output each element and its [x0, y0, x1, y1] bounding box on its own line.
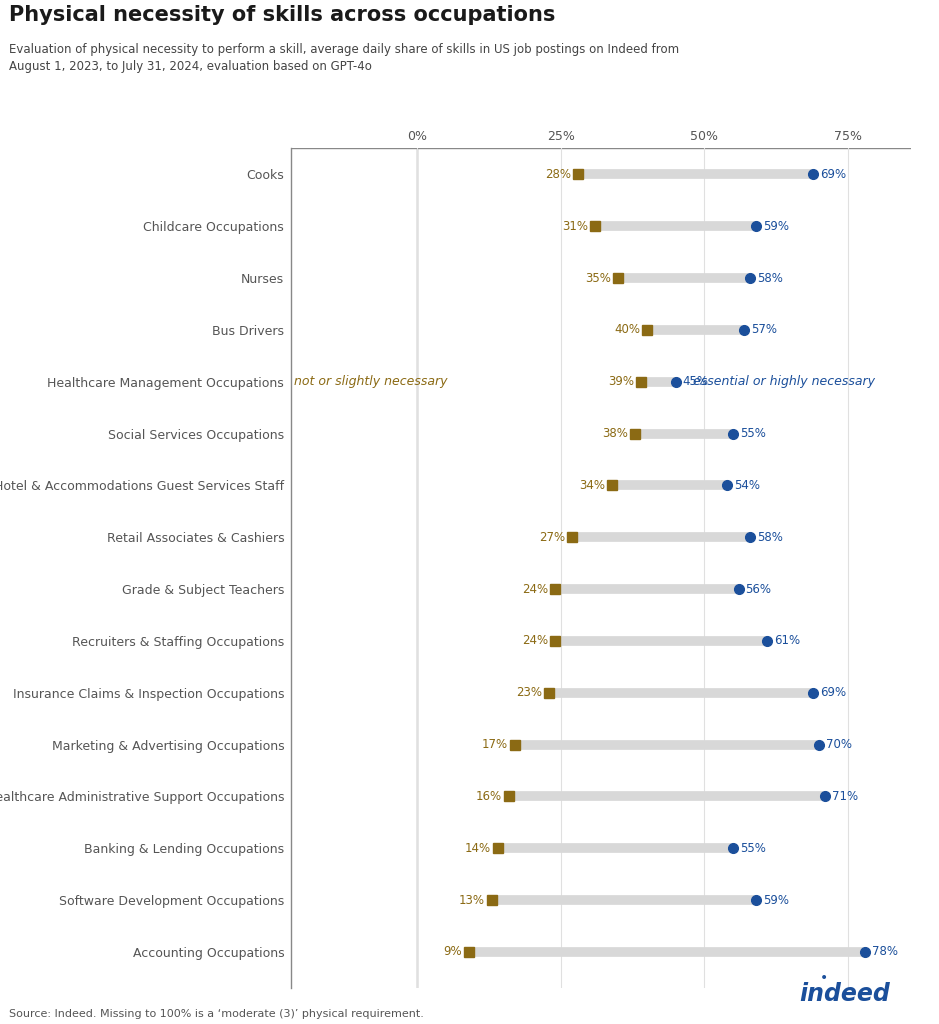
Text: 39%: 39% [608, 375, 634, 388]
Text: •: • [821, 971, 828, 985]
Text: 34%: 34% [579, 479, 606, 492]
Text: 78%: 78% [871, 945, 898, 958]
Text: 31%: 31% [562, 220, 589, 232]
Text: 69%: 69% [820, 168, 846, 181]
Text: 58%: 58% [757, 530, 783, 544]
Text: not or slightly necessary: not or slightly necessary [294, 375, 448, 388]
Text: 58%: 58% [757, 271, 783, 285]
Text: 59%: 59% [762, 220, 789, 232]
Text: 70%: 70% [826, 738, 852, 751]
Text: essential or highly necessary: essential or highly necessary [693, 375, 875, 388]
Text: Source: Indeed. Missing to 100% is a ‘moderate (3)’ physical requirement.: Source: Indeed. Missing to 100% is a ‘mo… [9, 1009, 424, 1019]
Text: 54%: 54% [734, 479, 760, 492]
Text: 38%: 38% [603, 427, 628, 440]
Text: 17%: 17% [482, 738, 508, 751]
Text: 28%: 28% [546, 168, 571, 181]
Text: 69%: 69% [820, 686, 846, 699]
Text: Physical necessity of skills across occupations: Physical necessity of skills across occu… [9, 5, 556, 26]
Text: 56%: 56% [746, 583, 772, 596]
Text: 16%: 16% [476, 790, 502, 803]
Text: 14%: 14% [465, 842, 491, 855]
Text: 24%: 24% [522, 583, 548, 596]
Text: 35%: 35% [585, 271, 611, 285]
Text: 24%: 24% [522, 635, 548, 647]
Text: 23%: 23% [516, 686, 543, 699]
Text: 57%: 57% [751, 324, 777, 337]
Text: 55%: 55% [740, 427, 765, 440]
Text: Evaluation of physical necessity to perform a skill, average daily share of skil: Evaluation of physical necessity to perf… [9, 43, 680, 73]
Text: 55%: 55% [740, 842, 765, 855]
Text: 13%: 13% [459, 894, 485, 906]
Text: 61%: 61% [775, 635, 800, 647]
Text: 45%: 45% [683, 375, 708, 388]
Text: 71%: 71% [832, 790, 857, 803]
Text: 59%: 59% [762, 894, 789, 906]
Text: 27%: 27% [539, 530, 565, 544]
Text: indeed: indeed [800, 982, 890, 1006]
Text: 9%: 9% [443, 945, 462, 958]
Text: 40%: 40% [614, 324, 640, 337]
